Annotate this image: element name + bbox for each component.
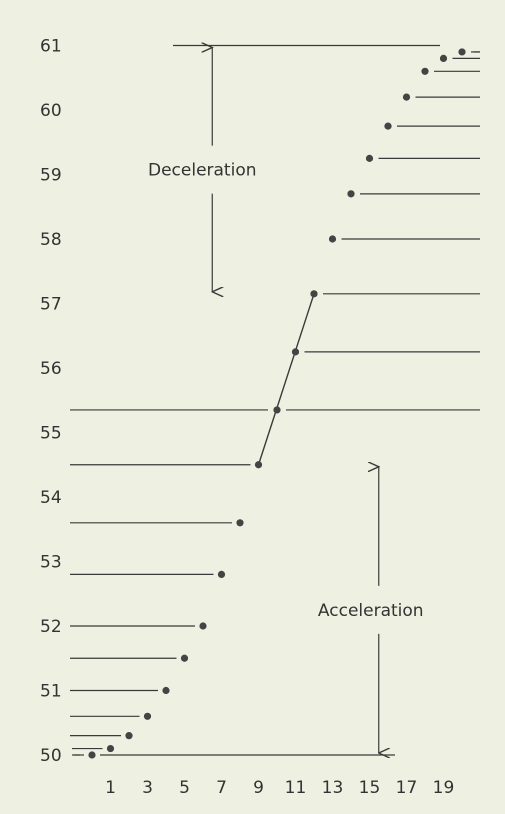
x-tick-label: 17 <box>396 778 418 798</box>
data-point <box>236 519 244 527</box>
data-point <box>273 406 281 414</box>
y-tick-label: 59 <box>40 166 62 186</box>
data-point <box>402 93 411 101</box>
y-tick-label: 54 <box>40 488 62 508</box>
x-tick-label: 11 <box>285 778 307 798</box>
y-tick-label: 50 <box>40 746 62 766</box>
data-point <box>421 67 429 75</box>
x-tick-label: 9 <box>253 778 264 798</box>
y-tick-label: 60 <box>40 101 62 121</box>
y-tick-label: 58 <box>40 230 62 250</box>
x-tick-label: 19 <box>433 778 455 798</box>
y-tick-label: 52 <box>40 617 62 637</box>
data-point <box>143 712 152 720</box>
data-point <box>180 654 189 662</box>
data-point <box>254 461 263 469</box>
data-point <box>458 48 466 56</box>
x-tick-label: 1 <box>105 778 116 798</box>
transition-line <box>257 293 315 465</box>
data-point <box>88 751 96 759</box>
data-point <box>310 290 318 298</box>
y-tick-label: 55 <box>40 424 62 444</box>
data-point <box>162 686 170 695</box>
y-tick-label: 61 <box>40 37 62 57</box>
data-point <box>365 154 374 162</box>
data-point <box>384 122 392 130</box>
y-tick-label: 57 <box>40 295 62 315</box>
y-tick-label: 51 <box>40 682 62 702</box>
annotation-label: Deceleration <box>148 161 257 181</box>
data-point <box>347 190 355 198</box>
x-tick-label: 13 <box>322 778 344 798</box>
data-point <box>125 732 133 740</box>
x-tick-label: 3 <box>142 778 153 798</box>
data-point <box>199 622 207 630</box>
x-tick-label: 15 <box>359 778 381 798</box>
y-tick-label: 56 <box>40 359 62 379</box>
data-point <box>106 744 115 753</box>
x-tick-label: 5 <box>179 778 190 798</box>
data-point <box>217 570 226 579</box>
annotation-label: Acceleration <box>318 601 424 621</box>
data-point <box>439 54 448 63</box>
data-point <box>291 348 300 356</box>
y-tick-label: 53 <box>40 553 62 573</box>
x-tick-label: 7 <box>216 778 227 798</box>
data-point <box>328 235 337 243</box>
